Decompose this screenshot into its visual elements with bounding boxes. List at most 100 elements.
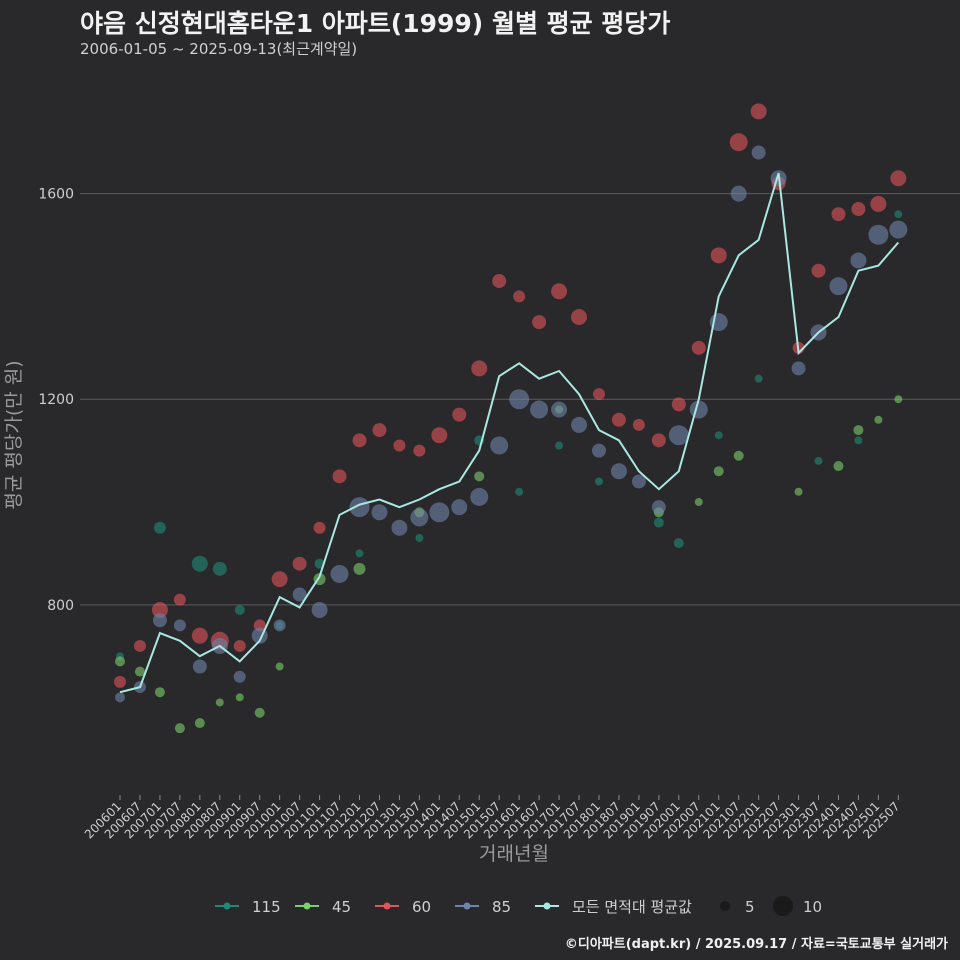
data-point-85 — [530, 400, 549, 419]
data-point-60 — [729, 133, 748, 152]
data-point-45 — [853, 425, 864, 436]
legend-size-label: 10 — [803, 898, 822, 916]
data-point-60 — [292, 556, 307, 571]
data-point-85 — [889, 220, 908, 239]
data-point-60 — [332, 469, 347, 484]
average-line-layer — [119, 172, 900, 694]
data-point-45 — [254, 707, 265, 718]
y-axis-label: 평균 평당가(만 원) — [3, 360, 25, 509]
chart-title: 야음 신정현대홈타운1 아파트(1999) 월별 평균 평당가 — [80, 9, 671, 38]
data-point-85 — [349, 497, 370, 518]
data-point-60 — [191, 627, 208, 644]
data-point-60 — [831, 207, 846, 222]
data-point-60 — [851, 202, 866, 217]
data-point-115 — [415, 534, 424, 543]
data-point-115 — [894, 210, 903, 219]
data-point-85 — [490, 436, 509, 455]
data-point-45 — [874, 415, 883, 424]
legend-dot-모든 면적대 평균값 — [543, 902, 551, 910]
data-points — [114, 103, 908, 734]
legend: 115 45 60 85 모든 면적대 평균값 5 10 — [215, 896, 822, 916]
legend-size-label: 5 — [745, 898, 755, 916]
data-point-115 — [594, 477, 603, 486]
y-tick-label: 1200 — [38, 392, 74, 408]
data-point-85 — [689, 400, 708, 419]
data-point-85 — [850, 252, 867, 269]
x-axis-label: 거래년월 — [479, 843, 549, 865]
data-point-115 — [814, 456, 823, 465]
legend-label: 모든 면적대 평균값 — [572, 898, 692, 916]
data-point-60 — [471, 360, 488, 377]
data-point-115 — [854, 436, 863, 445]
data-point-85 — [509, 389, 530, 410]
legend-label: 115 — [252, 898, 281, 916]
data-point-60 — [890, 170, 907, 187]
data-point-115 — [191, 555, 208, 572]
data-point-85 — [273, 619, 286, 632]
data-point-60 — [671, 397, 686, 412]
data-point-115 — [515, 487, 524, 496]
data-point-45 — [694, 498, 703, 507]
data-point-85 — [152, 613, 167, 628]
data-point-115 — [212, 561, 227, 576]
data-point-45 — [733, 450, 744, 461]
data-point-85 — [470, 487, 489, 506]
credit-footer: ©디아파트(dapt.kr) / 2025.09.17 / 자료=국토교통부 실… — [564, 937, 948, 952]
data-point-45 — [174, 723, 185, 734]
data-point-60 — [811, 263, 826, 278]
data-point-60 — [413, 444, 426, 457]
legend-size-circle — [720, 901, 730, 911]
data-point-60 — [151, 601, 168, 618]
data-point-85 — [591, 443, 606, 458]
data-point-85 — [115, 692, 125, 703]
data-point-45 — [154, 687, 165, 698]
data-point-85 — [311, 601, 328, 618]
data-point-45 — [194, 718, 205, 729]
data-point-85 — [292, 587, 307, 602]
data-point-85 — [651, 500, 666, 515]
legend-dot-45 — [303, 902, 311, 910]
data-point-85 — [429, 502, 450, 523]
legend-dot-115 — [223, 902, 231, 910]
data-point-85 — [791, 361, 806, 376]
data-point-60 — [691, 340, 706, 355]
data-point-85 — [668, 425, 689, 446]
legend-size-circle — [773, 896, 793, 916]
data-point-85 — [233, 670, 246, 683]
data-point-45 — [794, 487, 803, 496]
data-point-115 — [714, 431, 723, 440]
data-point-45 — [713, 466, 724, 477]
data-point-85 — [410, 508, 429, 527]
data-point-60 — [173, 593, 186, 606]
legend-label: 45 — [332, 898, 351, 916]
data-point-45 — [353, 562, 366, 575]
data-point-60 — [372, 423, 387, 438]
data-point-60 — [393, 439, 406, 452]
data-point-60 — [431, 427, 448, 444]
data-point-60 — [352, 433, 367, 448]
data-point-60 — [651, 433, 666, 448]
data-point-45 — [115, 656, 125, 667]
data-point-60 — [551, 283, 568, 300]
data-point-60 — [571, 308, 588, 325]
data-point-45 — [894, 395, 903, 404]
data-point-45 — [474, 471, 485, 482]
data-point-115 — [653, 517, 664, 528]
data-point-85 — [451, 499, 468, 516]
average-line — [119, 172, 900, 694]
data-point-85 — [391, 519, 408, 536]
data-point-60 — [592, 388, 605, 401]
data-point-45 — [134, 666, 145, 677]
chart-subtitle: 2006-01-05 ~ 2025-09-13(최근계약일) — [80, 40, 358, 58]
data-point-85 — [173, 619, 186, 632]
y-tick-label: 1600 — [38, 187, 74, 203]
data-point-115 — [754, 374, 763, 383]
data-point-45 — [235, 693, 244, 702]
data-point-85 — [571, 416, 588, 433]
legend-label: 85 — [492, 898, 511, 916]
data-point-45 — [215, 698, 224, 707]
data-point-60 — [313, 521, 326, 534]
legend-label: 60 — [412, 898, 431, 916]
data-point-115 — [355, 549, 364, 558]
x-axis-ticks: 2006012006072007012007072008012008072009… — [82, 795, 902, 842]
